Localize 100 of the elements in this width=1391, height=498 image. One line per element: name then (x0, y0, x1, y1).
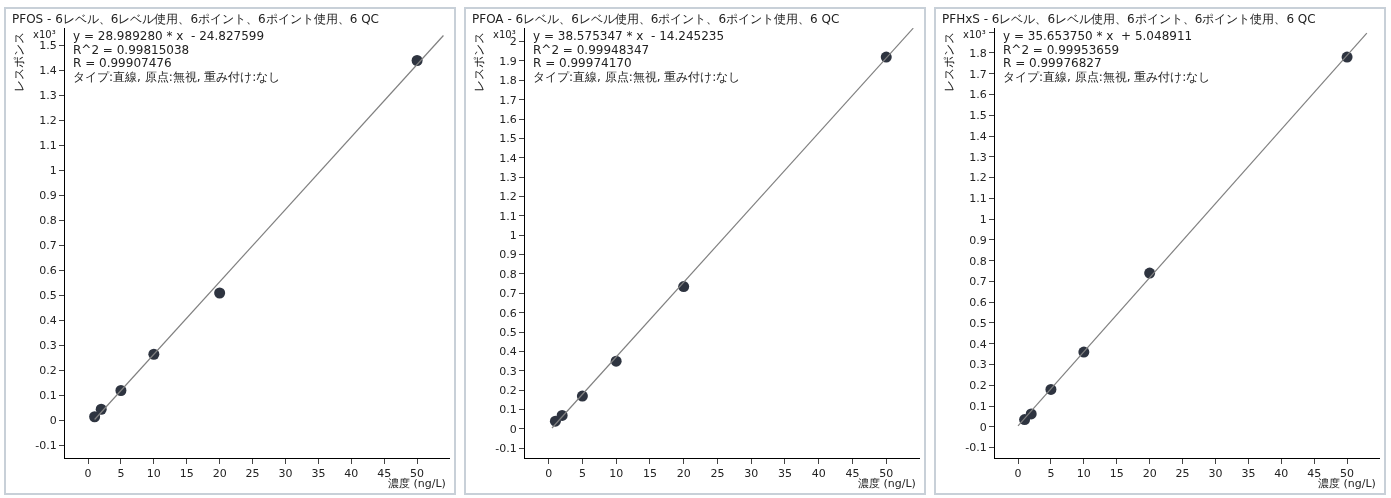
x-tick-label: 20 (676, 467, 691, 481)
x-tick-label: 25 (1175, 467, 1190, 481)
y-tick-label: 1.7 (969, 67, 987, 81)
x-axis-title: 濃度 (ng/L) (388, 477, 446, 490)
y-tick-label: 0.9 (39, 189, 57, 203)
y-tick-label: -0.1 (965, 441, 987, 455)
x-tick-label: 20 (212, 467, 227, 481)
y-tick-label: 1.4 (499, 151, 517, 165)
annotation: R = 0.99976827 (1003, 56, 1102, 70)
y-tick-label: 1.8 (969, 46, 987, 60)
annotation: R^2 = 0.99953659 (1003, 43, 1120, 57)
x-tick-label: 25 (710, 467, 725, 481)
y-axis-title: レスポンス (12, 32, 26, 92)
text: x10³ (33, 29, 56, 40)
y-tick-label: 0 (509, 422, 517, 436)
y-tick-label: 1.8 (499, 74, 517, 88)
x-tick-label: 40 (811, 467, 826, 481)
x-axis-title: 濃度 (ng/L) (858, 477, 916, 490)
y-tick-label: 0.2 (39, 364, 57, 378)
y-tick-label: 1.2 (499, 190, 517, 204)
y-tick-label: 0.1 (39, 389, 57, 403)
y-tick-label: 0 (49, 414, 57, 428)
y-tick-label: 1.6 (499, 112, 517, 126)
annotation: タイプ:直線, 原点:無視, 重み付け:なし (533, 70, 741, 84)
x-tick-label: 5 (578, 467, 586, 481)
annotation: R = 0.99907476 (73, 56, 172, 70)
y-tick-label: 1.6 (969, 88, 987, 102)
annotation: タイプ:直線, 原点:無視, 重み付け:なし (73, 70, 281, 84)
y-tick-label: 0.7 (499, 287, 517, 301)
y-tick-label: 0.4 (969, 337, 987, 351)
y-tick-label: 1.5 (499, 132, 517, 146)
y-tick-label: 0.1 (499, 403, 517, 417)
x-tick-label: 45 (845, 467, 860, 481)
y-tick-label: 1.4 (39, 64, 57, 78)
annotation: R^2 = 0.99948347 (533, 43, 650, 57)
annotation: y = 35.653750 * x + 5.048911 (1003, 29, 1193, 43)
x-tick-label: 30 (278, 467, 293, 481)
y-tick-label: 0.6 (969, 296, 987, 310)
x-tick-label: 35 (311, 467, 326, 481)
x-tick-label: 0 (1014, 467, 1022, 481)
y-tick-label: 1.3 (969, 150, 987, 164)
y-axis-title: レスポンス (942, 32, 956, 92)
y-tick-label: 1.2 (969, 171, 987, 185)
y-tick-label: 0.3 (39, 339, 57, 353)
y-tick-label: 1.9 (499, 54, 517, 68)
annotation: y = 38.575347 * x - 14.245235 (533, 29, 725, 43)
y-tick-label: 1.1 (969, 192, 987, 206)
y-tick-label: -0.1 (35, 439, 57, 453)
y-tick-label: 1.7 (499, 93, 517, 107)
x-tick-label: 0 (84, 467, 92, 481)
x-tick-label: 35 (1241, 467, 1256, 481)
y-tick-label: 0.5 (39, 289, 57, 303)
chart-title: PFOA - 6レベル、6レベル使用、6ポイント、6ポイント使用、6 QC (472, 12, 840, 26)
x-tick-label: 15 (1109, 467, 1124, 481)
x-tick-label: 0 (545, 467, 553, 481)
y-tick-label: 1 (509, 229, 517, 243)
y-tick-label: 0.3 (499, 364, 517, 378)
x-tick-label: 10 (146, 467, 161, 481)
x-tick-label: 20 (1142, 467, 1157, 481)
y-tick-label: 0.2 (969, 379, 987, 393)
x-tick-label: 10 (1076, 467, 1091, 481)
y-tick-label: 0 (979, 420, 987, 434)
x-tick-label: 5 (117, 467, 125, 481)
y-tick-label: 1.3 (39, 89, 57, 103)
y-tick-label: 0.7 (39, 239, 57, 253)
y-tick-label: 0.5 (969, 316, 987, 330)
x-tick-label: 15 (179, 467, 194, 481)
x-axis-title: 濃度 (ng/L) (1318, 477, 1376, 490)
y-tick-label: 0.6 (499, 306, 517, 320)
annotation: y = 28.989280 * x - 24.827599 (73, 29, 265, 43)
chart-title: PFOS - 6レベル、6レベル使用、6ポイント、6ポイント使用、6 QC (12, 12, 379, 26)
y-tick-label: 0.9 (499, 248, 517, 262)
y-tick-label: 1.3 (499, 170, 517, 184)
y-tick-label: 1 (979, 212, 987, 226)
x-tick-label: 40 (1274, 467, 1289, 481)
y-tick-label: 1.4 (969, 129, 987, 143)
x-tick-label: 10 (609, 467, 624, 481)
x-tick-label: 25 (245, 467, 260, 481)
y-tick-label: 1.1 (39, 139, 57, 153)
y-tick-label: 0.6 (39, 264, 57, 278)
annotation: R = 0.99974170 (533, 56, 632, 70)
y-tick-label: 0.7 (969, 275, 987, 289)
y-tick-label: 1.1 (499, 209, 517, 223)
y-tick-label: 1.5 (969, 109, 987, 123)
y-tick-label: 0.4 (499, 345, 517, 359)
point (214, 287, 226, 299)
chart-title: PFHxS - 6レベル、6レベル使用、6ポイント、6ポイント使用、6 QC (942, 12, 1316, 26)
x-tick-label: 30 (744, 467, 759, 481)
y-tick-label: 1.5 (39, 39, 57, 53)
y-tick-label: 0.8 (969, 254, 987, 268)
text: x10³ (963, 29, 986, 40)
annotation: R^2 = 0.99815038 (73, 43, 190, 57)
x-tick-label: 40 (344, 467, 359, 481)
y-tick-label: 0.4 (39, 314, 57, 328)
y-tick-label: 0.8 (499, 267, 517, 281)
y-tick-label: 1.2 (39, 114, 57, 128)
x-tick-label: 35 (777, 467, 792, 481)
y-tick-label: 0.2 (499, 384, 517, 398)
annotation: タイプ:直線, 原点:無視, 重み付け:なし (1003, 70, 1211, 84)
y-tick-label: 0.5 (499, 325, 517, 339)
